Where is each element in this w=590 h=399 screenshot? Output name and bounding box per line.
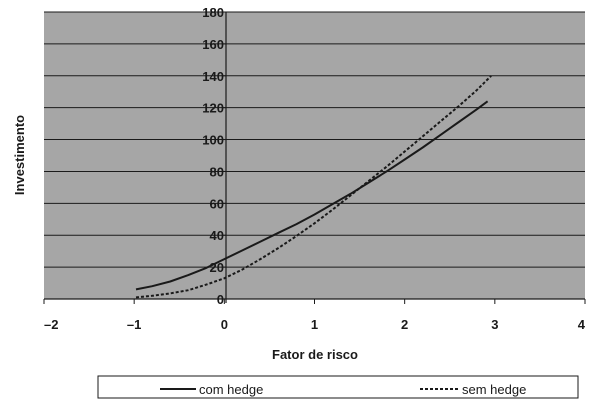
- x-tick-labels: –2 –1 0 1 2 3 4: [44, 317, 586, 332]
- series-line-sem-hedge: [135, 75, 492, 299]
- series-line-com-hedge: [135, 100, 489, 291]
- x-tick-label: –2: [44, 317, 58, 332]
- y-axis-title: Investimento: [12, 115, 27, 195]
- y-tick-label: 80: [210, 164, 224, 179]
- legend-label-sem-hedge: sem hedge: [462, 382, 526, 397]
- y-tick-label: 120: [202, 101, 224, 116]
- x-tick-label: 2: [401, 317, 408, 332]
- x-tick-label: 1: [311, 317, 318, 332]
- series-lines: [135, 75, 492, 299]
- legend: com hedge sem hedge: [97, 375, 579, 399]
- legend-box: [97, 375, 579, 399]
- plot-area: [44, 12, 585, 299]
- y-tick-label: 180: [202, 5, 224, 20]
- y-tick-label: 160: [202, 37, 224, 52]
- axes: [43, 11, 586, 304]
- x-axis-title: Fator de risco: [272, 347, 358, 362]
- y-tick-label: 60: [210, 196, 224, 211]
- y-tick-label: 40: [210, 228, 224, 243]
- x-tick-label: 4: [578, 317, 586, 332]
- x-tick-label: 3: [491, 317, 498, 332]
- y-tick-label: 140: [202, 69, 224, 84]
- x-tick-label: 0: [221, 317, 228, 332]
- y-tick-label: 0: [217, 292, 224, 307]
- legend-label-com-hedge: com hedge: [199, 382, 263, 397]
- y-tick-label: 100: [202, 133, 224, 148]
- gridlines: [44, 11, 585, 268]
- x-tick-label: –1: [127, 317, 141, 332]
